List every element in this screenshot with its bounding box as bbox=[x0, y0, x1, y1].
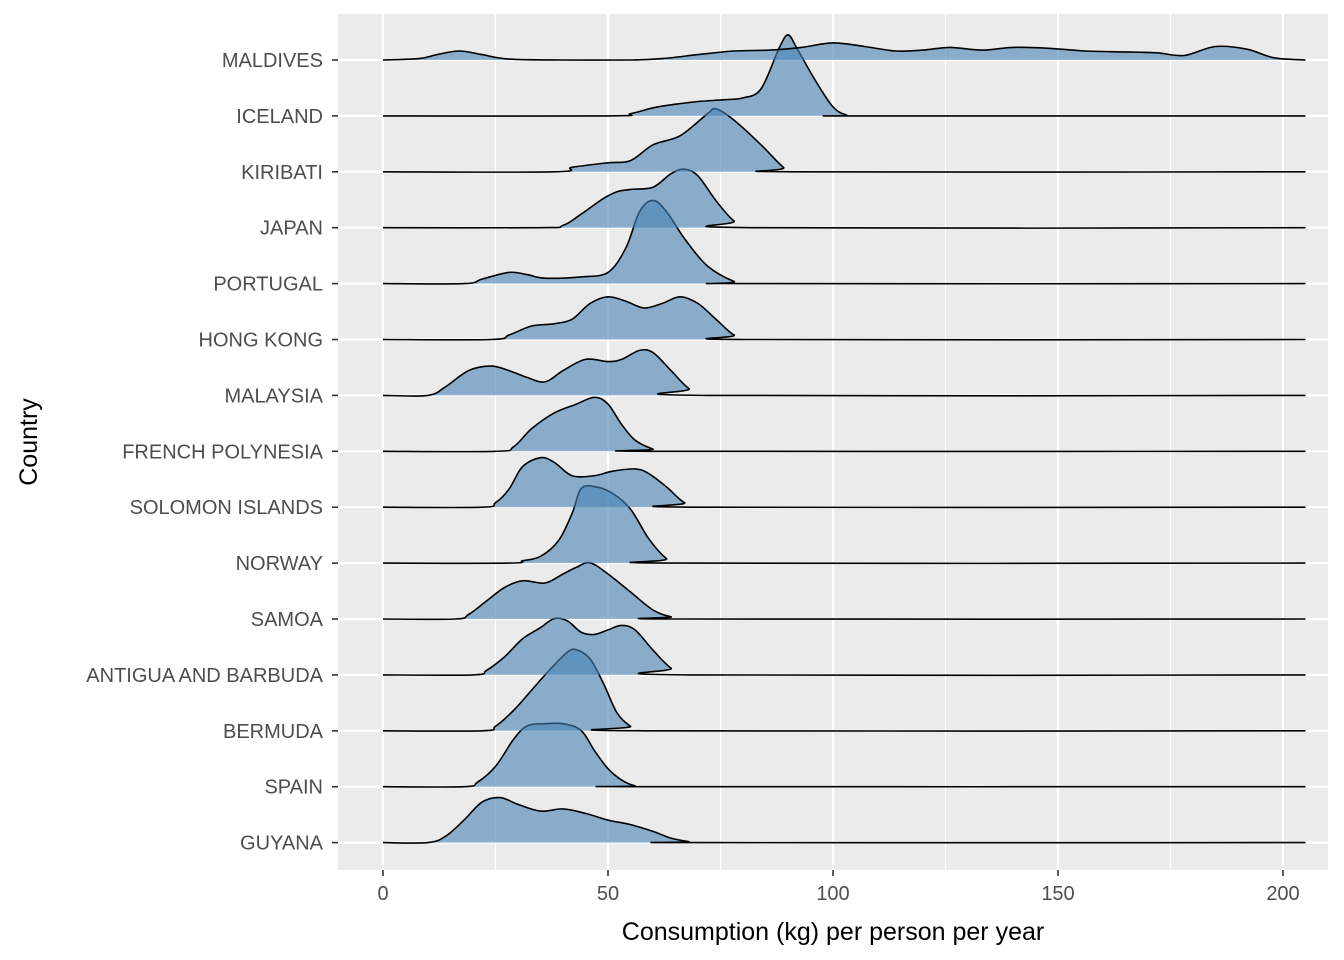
ridge-line-japan bbox=[382, 168, 1306, 229]
ridge-fill-maldives bbox=[383, 42, 1306, 61]
y-tick-label: ANTIGUA AND BARBUDA bbox=[86, 665, 323, 687]
ridge-line-malaysia bbox=[382, 348, 1306, 397]
x-axis: 0 50 100 150 200 bbox=[377, 870, 1300, 905]
y-tick-label: SPAIN bbox=[264, 777, 323, 799]
ridge-series bbox=[382, 34, 1306, 844]
y-tick-label: NORWAY bbox=[236, 553, 323, 575]
ridge-fill-malaysia bbox=[383, 349, 1306, 397]
ridge-fill-spain bbox=[383, 723, 1306, 788]
ridge-fill-japan bbox=[383, 169, 1306, 229]
x-tick-label: 150 bbox=[1041, 883, 1074, 905]
ridge-fill-guyana bbox=[383, 797, 1306, 844]
x-tick-label: 100 bbox=[816, 883, 849, 905]
y-axis: MALDIVES ICELAND KIRIBATI JAPAN PORTUGAL HONG… bbox=[86, 50, 338, 855]
ridge-line-french-polynesia bbox=[382, 396, 1306, 453]
x-tick-label: 0 bbox=[377, 883, 388, 905]
ridge-fill-antigua-and-barbuda bbox=[383, 618, 1306, 676]
x-tick-label: 200 bbox=[1266, 883, 1299, 905]
y-tick-label: SOLOMON ISLANDS bbox=[130, 497, 323, 519]
y-tick-label: FRENCH POLYNESIA bbox=[122, 441, 323, 463]
y-tick-label: ICELAND bbox=[236, 106, 323, 128]
y-tick-label: MALAYSIA bbox=[224, 385, 323, 407]
ridge-fill-hong-kong bbox=[383, 296, 1306, 340]
y-axis-title: Country bbox=[15, 398, 43, 486]
y-tick-label: JAPAN bbox=[260, 218, 323, 240]
x-tick-label: 50 bbox=[597, 883, 619, 905]
ridge-fill-solomon-islands bbox=[383, 457, 1306, 508]
ridge-fill-french-polynesia bbox=[383, 397, 1306, 452]
ridge-fill-bermuda bbox=[383, 649, 1306, 732]
ridge-line-maldives bbox=[382, 42, 1306, 61]
ridge-line-iceland bbox=[382, 34, 1306, 117]
y-tick-label: PORTUGAL bbox=[213, 274, 323, 296]
y-tick-label: MALDIVES bbox=[222, 50, 323, 72]
ridge-line-guyana bbox=[382, 796, 1306, 844]
x-axis-title: Consumption (kg) per person per year bbox=[622, 918, 1044, 946]
y-tick-label: KIRIBATI bbox=[241, 162, 323, 184]
ridge-line-antigua-and-barbuda bbox=[382, 617, 1306, 677]
y-tick-label: HONG KONG bbox=[199, 330, 323, 352]
y-tick-label: SAMOA bbox=[251, 609, 324, 631]
ridge-line-solomon-islands bbox=[382, 456, 1306, 509]
ridge-line-spain bbox=[382, 722, 1306, 788]
ridge-fill-samoa bbox=[383, 562, 1306, 620]
y-tick-label: GUYANA bbox=[240, 833, 324, 855]
ridge-line-hong-kong bbox=[382, 295, 1306, 341]
y-tick-label: BERMUDA bbox=[223, 721, 324, 743]
